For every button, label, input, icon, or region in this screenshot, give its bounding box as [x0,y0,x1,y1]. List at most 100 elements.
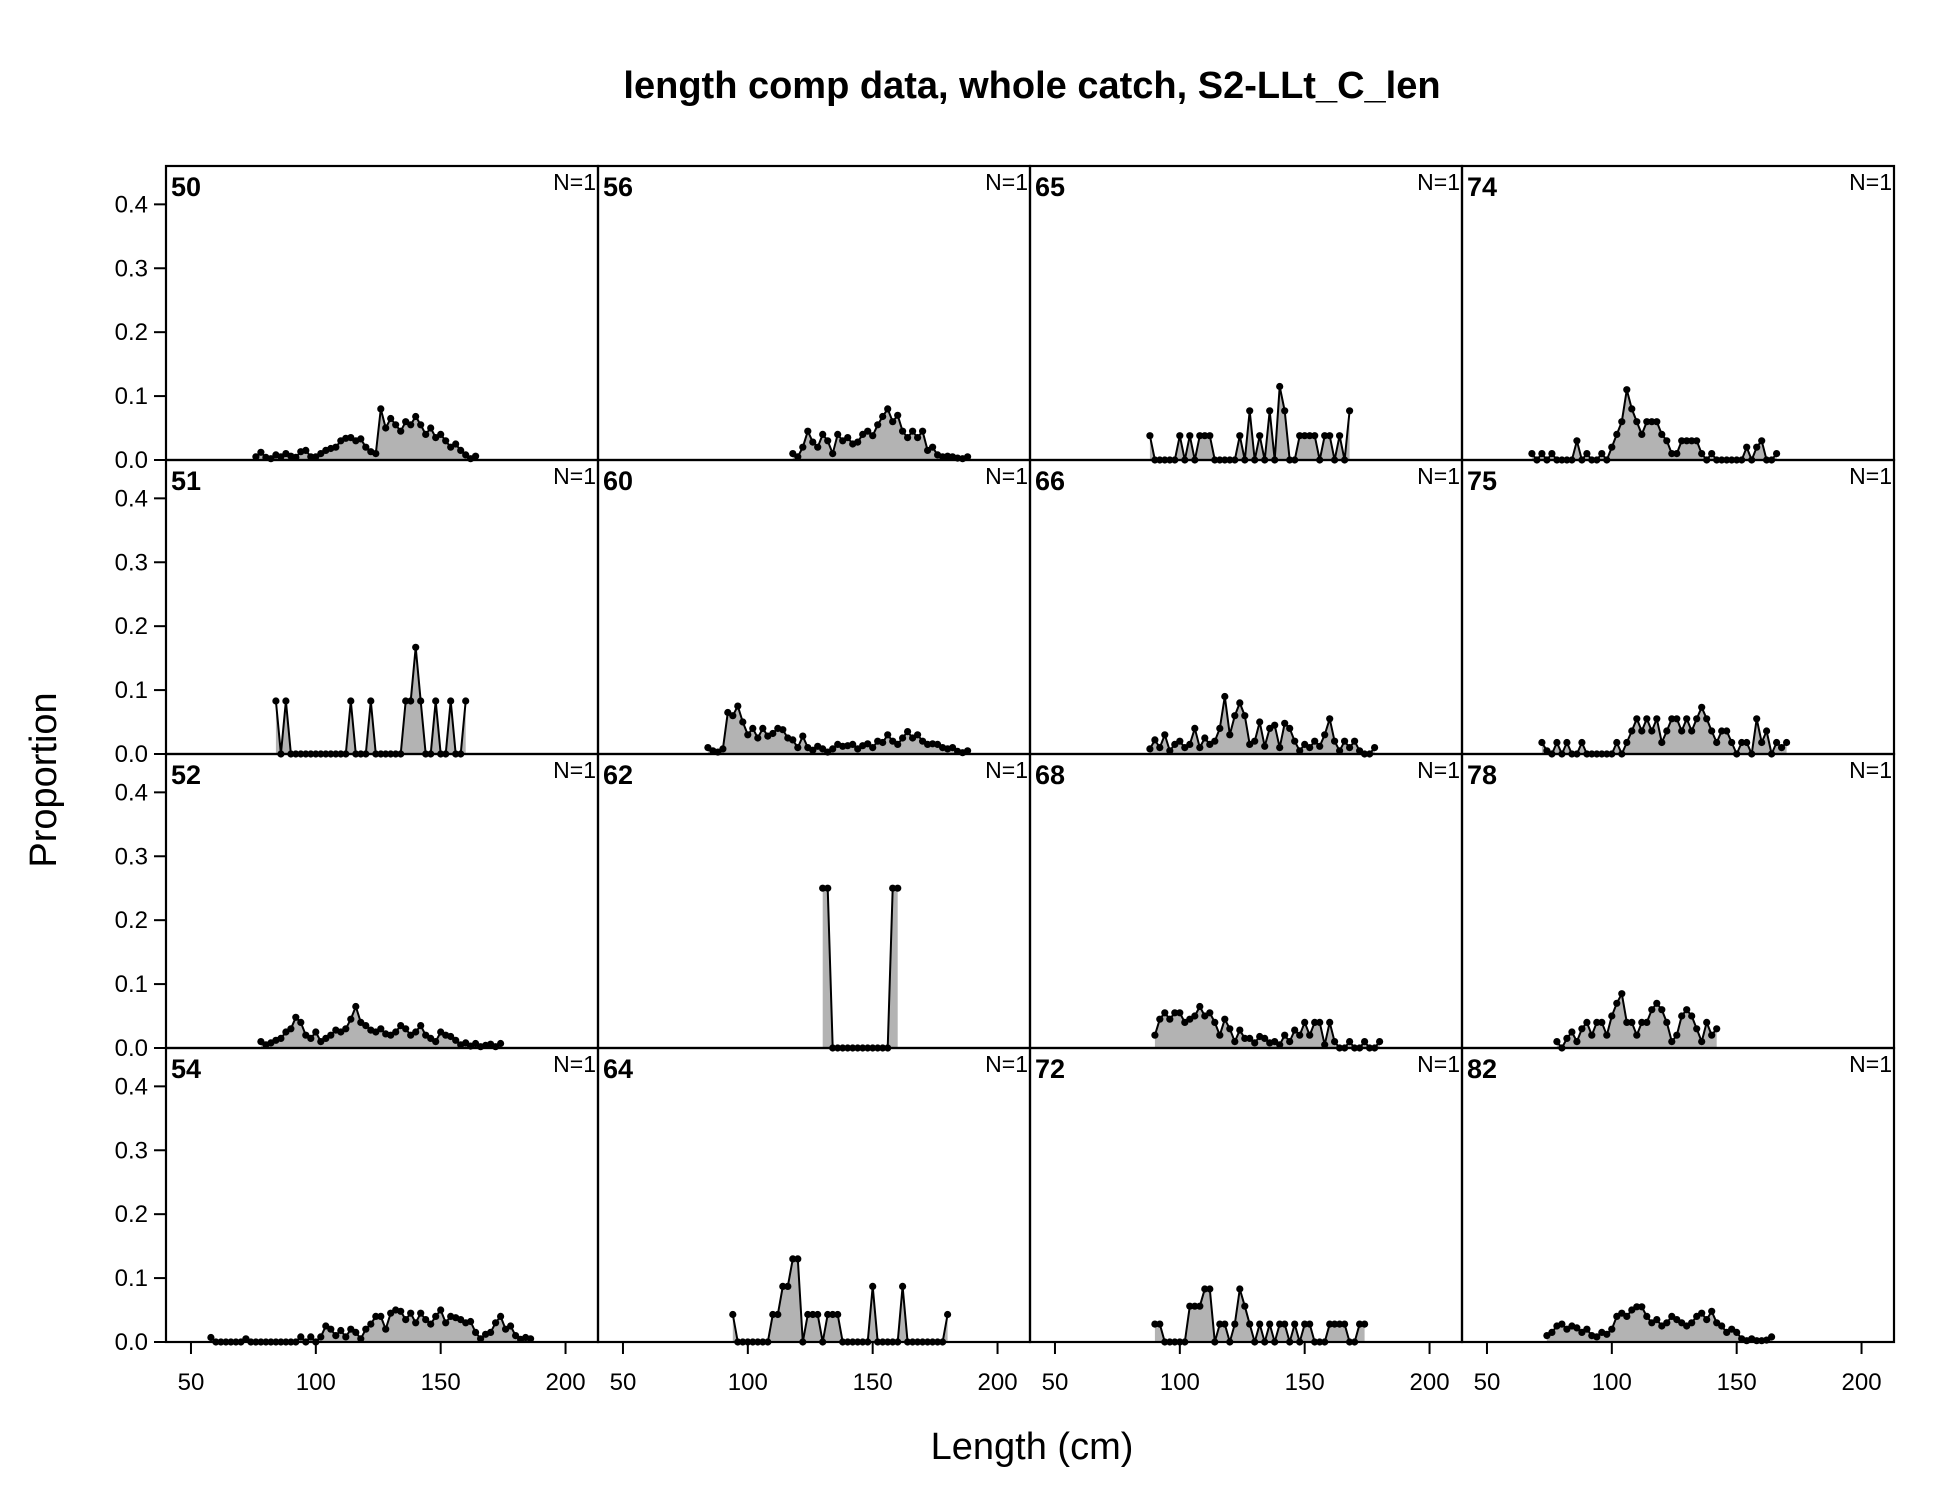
panel-72-point-1 [1156,1320,1164,1328]
panel-56-point-5 [814,443,822,451]
panel-50-point-44 [472,452,480,460]
panel-66-point-19 [1241,712,1249,720]
panel-grid: 50 N=1 0.0 0.1 0.2 0.3 0.4 51 N=1 0.0 0.1 0.2 0.3 0.4… [115,164,1896,1396]
panel-54-point-20 [307,1333,315,1341]
panel-62-n-label: N=1 [985,757,1028,783]
panel-78-point-8 [1593,1018,1601,1026]
panel-50-point-31 [407,421,415,429]
panel-68-point-22 [1261,1034,1269,1042]
panel-75-point-25 [1663,727,1671,735]
panel-74-point-45 [1753,443,1761,451]
panel-51-point-0 [272,697,280,705]
panel-56-point-2 [799,443,807,451]
panel-78-point-18 [1643,1018,1651,1026]
x-tick-label-0-3: 200 [546,1369,586,1396]
panel-54-point-32 [367,1320,375,1328]
x-tick-label-3-3: 200 [1842,1369,1882,1396]
panel-82-frame [1460,1046,1896,1344]
panel-75-point-5 [1563,738,1571,747]
panel-75-point-45 [1763,727,1771,735]
panel-78-point-2 [1563,1034,1571,1042]
panel-66-point-38 [1336,747,1344,755]
panel-60-point-9 [749,724,757,733]
panel-56-point-20 [889,418,897,426]
panel-50-point-26 [382,424,390,432]
panel-65-point-0 [1146,432,1154,440]
panel-51-point-26 [402,697,410,705]
panel-75-point-49 [1783,738,1791,747]
panel-65-point-36 [1326,432,1334,440]
panel-74-point-46 [1758,437,1766,445]
x-tick-label-0-0: 50 [178,1369,205,1396]
panel-72-point-31 [1306,1320,1314,1328]
panel-78-point-25 [1678,1012,1686,1020]
panel-56-point-4 [809,438,817,446]
panel-72-point-11 [1206,1285,1214,1293]
panel-50-point-0 [252,453,260,461]
panel-66-point-27 [1281,719,1289,727]
panel-66-point-26 [1276,744,1284,752]
panel-68-point-19 [1246,1034,1254,1042]
panel-50-point-27 [387,414,395,423]
y-tick-label-2-2: 0.2 [115,907,148,934]
panel-66-point-40 [1346,744,1354,752]
x-tick-label-1-2: 150 [853,1369,893,1396]
panel-82-point-33 [1708,1307,1716,1315]
panel-66-point-10 [1196,744,1204,752]
panel-66-point-3 [1161,731,1169,739]
panel-51-area [275,647,466,754]
y-tick-label-1-1: 0.1 [115,677,148,704]
panel-66-point-37 [1331,737,1339,745]
panel-75-point-8 [1578,738,1586,747]
panel-66-point-9 [1191,724,1199,733]
panel-75-point-34 [1708,727,1716,735]
panel-56-point-22 [899,427,907,435]
panel-54-n-label: N=1 [553,1051,596,1077]
panel-75-point-28 [1678,727,1686,735]
panel-52-point-31 [412,1028,420,1036]
panel-60-point-42 [914,731,922,739]
panel-72-point-25 [1276,1320,1284,1328]
panel-66-point-39 [1341,737,1349,745]
panel-60-point-15 [779,726,787,734]
x-axis-title: Length (cm) [931,1426,1134,1468]
panel-51-point-35 [447,697,455,705]
panel-56-point-24 [909,427,917,435]
panel-62-point-0 [819,884,827,892]
panel-68-point-28 [1291,1026,1299,1034]
panel-56-point-13 [854,438,862,446]
panel-66-point-41 [1351,737,1359,745]
panel-66-point-16 [1226,731,1234,739]
panel-54-point-26 [337,1326,345,1335]
panel-54-point-42 [417,1309,425,1317]
y-tick-label-0-3: 0.3 [115,255,148,282]
panel-75-point-26 [1668,715,1676,723]
panel-74-point-4 [1548,450,1556,458]
panel-68-point-1 [1156,1015,1164,1023]
panel-66-label: 66 [1035,466,1065,496]
panel-54-point-47 [442,1319,450,1327]
panel-65-point-24 [1266,407,1274,415]
panel-75-point-31 [1693,715,1701,723]
panel-66-point-33 [1311,737,1319,745]
panel-60-point-5 [729,712,737,720]
panel-66-point-45 [1371,744,1379,752]
panel-72-point-28 [1291,1320,1299,1328]
x-tick-label-2-3: 200 [1410,1369,1450,1396]
panel-78-point-13 [1618,990,1626,998]
panel-75-point-21 [1643,715,1651,723]
panel-52-point-6 [287,1025,295,1033]
panel-64-point-21 [834,1310,842,1319]
panel-50-point-42 [462,451,470,459]
panel-75-point-38 [1728,738,1736,747]
panel-50-point-11 [307,453,315,461]
panel-72-point-30 [1301,1320,1309,1328]
panel-75-point-23 [1653,715,1661,723]
panel-65-point-12 [1206,432,1214,440]
panel-56-point-17 [874,421,882,429]
panel-56-point-25 [914,434,922,442]
panel-68-point-30 [1301,1018,1309,1026]
panel-64-line [731,1257,949,1343]
panel-74-point-34 [1698,450,1706,458]
panel-56-point-26 [919,427,927,435]
